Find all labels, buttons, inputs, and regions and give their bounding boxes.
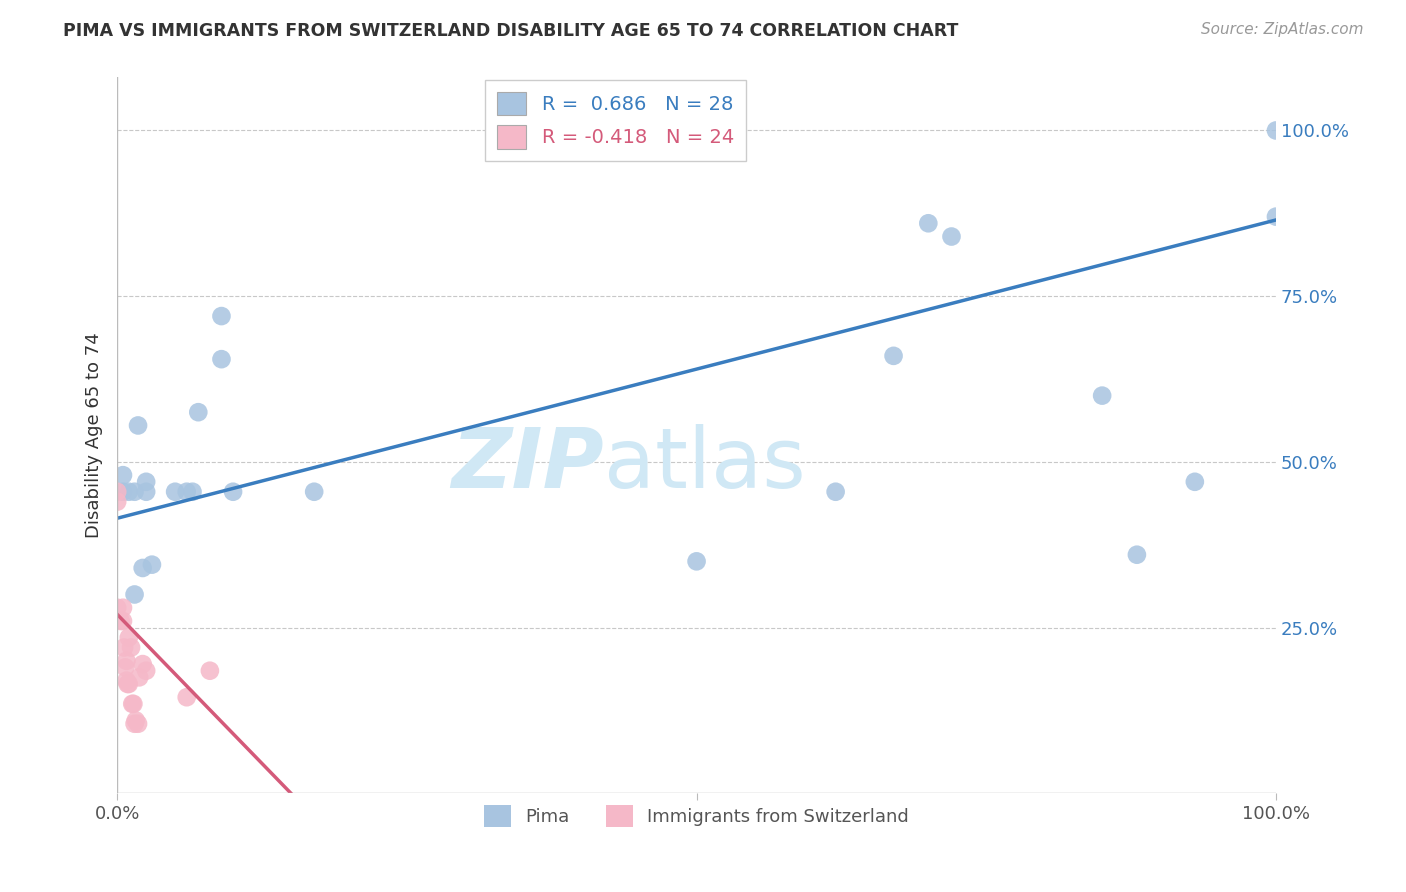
Text: ZIP: ZIP: [451, 424, 603, 505]
Point: [1184, 475, 1206, 489]
Point: [211, 309, 233, 323]
Point: [118, 631, 141, 645]
Point: [128, 670, 150, 684]
Point: [118, 677, 141, 691]
Point: [118, 484, 141, 499]
Point: [135, 475, 157, 489]
Point: [1126, 548, 1149, 562]
Point: [125, 714, 148, 728]
Point: [1265, 210, 1288, 224]
Point: [114, 660, 136, 674]
Point: [105, 494, 128, 508]
Point: [127, 716, 149, 731]
Point: [141, 558, 163, 572]
Point: [124, 484, 146, 499]
Point: [110, 614, 132, 628]
Point: [222, 484, 245, 499]
Point: [127, 418, 149, 433]
Point: [1265, 123, 1288, 137]
Point: [115, 673, 138, 688]
Text: atlas: atlas: [603, 424, 806, 505]
Point: [187, 405, 209, 419]
Point: [115, 654, 138, 668]
Point: [131, 657, 153, 671]
Point: [883, 349, 905, 363]
Point: [124, 587, 146, 601]
Point: [112, 640, 135, 655]
Point: [176, 690, 198, 705]
Point: [685, 554, 707, 568]
Point: [131, 561, 153, 575]
Point: [135, 664, 157, 678]
Point: [111, 468, 134, 483]
Point: [124, 716, 146, 731]
Point: [198, 664, 221, 678]
Text: PIMA VS IMMIGRANTS FROM SWITZERLAND DISABILITY AGE 65 TO 74 CORRELATION CHART: PIMA VS IMMIGRANTS FROM SWITZERLAND DISA…: [63, 22, 959, 40]
Text: Source: ZipAtlas.com: Source: ZipAtlas.com: [1201, 22, 1364, 37]
Point: [121, 697, 143, 711]
Point: [105, 484, 128, 499]
Point: [105, 600, 128, 615]
Point: [165, 484, 187, 499]
Point: [135, 484, 157, 499]
Point: [824, 484, 846, 499]
Point: [211, 352, 233, 367]
Point: [117, 677, 139, 691]
Point: [181, 484, 204, 499]
Point: [111, 600, 134, 615]
Point: [1091, 389, 1114, 403]
Point: [120, 640, 142, 655]
Legend: Pima, Immigrants from Switzerland: Pima, Immigrants from Switzerland: [477, 798, 917, 834]
Point: [302, 484, 325, 499]
Point: [917, 216, 939, 230]
Point: [941, 229, 963, 244]
Point: [111, 614, 134, 628]
Point: [176, 484, 198, 499]
Point: [122, 697, 145, 711]
Y-axis label: Disability Age 65 to 74: Disability Age 65 to 74: [86, 333, 103, 538]
Point: [111, 484, 134, 499]
